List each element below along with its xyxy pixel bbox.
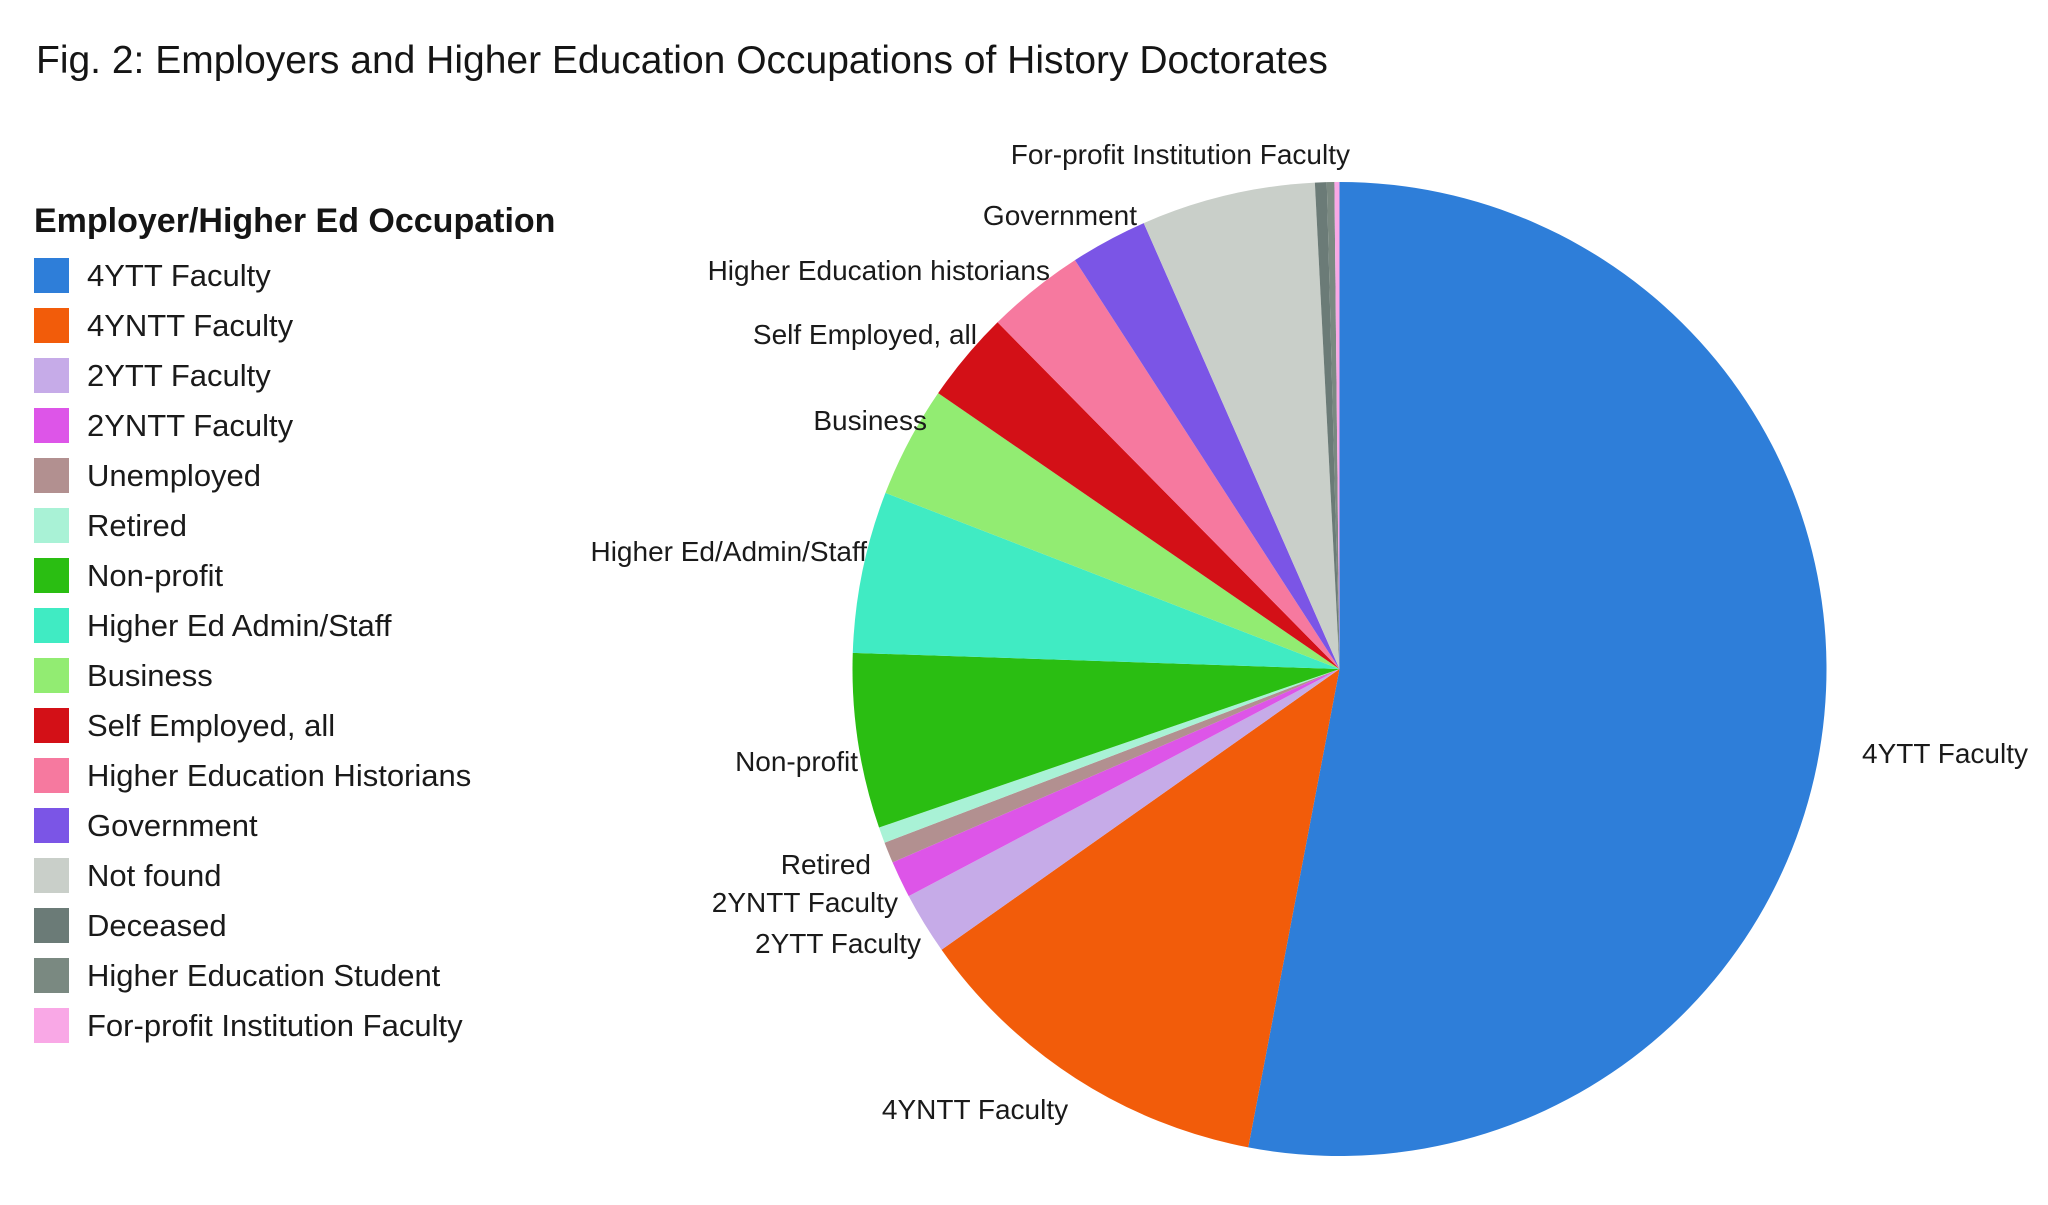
pie-label-non-profit: Non-profit — [735, 746, 858, 777]
legend-swatch-self-employed-all — [34, 708, 69, 743]
pie-label-higher-education-historians: Higher Education historians — [707, 255, 1050, 286]
legend-items: 4YTT Faculty 4YNTT Faculty 2YTT Faculty 2YN… — [34, 258, 555, 1043]
pie-slice-deceased — [1314, 182, 1340, 670]
pie-slice-non-profit — [852, 652, 1340, 828]
pie-label-government: Government — [982, 200, 1137, 231]
pie-slice-for-profit-institution-faculty — [1334, 182, 1340, 669]
legend-item-retired: Retired — [34, 508, 555, 543]
pie-slice-retired — [879, 669, 1340, 843]
legend-swatch-government — [34, 808, 69, 843]
legend-item-non-profit: Non-profit — [34, 558, 555, 593]
legend-label: Business — [87, 658, 213, 693]
legend-swatch-4ytt-faculty — [34, 258, 69, 293]
pie-label-retired: Retired — [780, 849, 871, 880]
pie-slice-higher-ed-admin-staff — [852, 492, 1340, 669]
legend-item-higher-education-student: Higher Education Student — [34, 958, 555, 993]
legend-swatch-non-profit — [34, 558, 69, 593]
pie-label-2ytt-faculty: 2YTT Faculty — [755, 928, 921, 959]
legend-swatch-higher-education-student — [34, 958, 69, 993]
legend-label: 4YNTT Faculty — [87, 308, 294, 343]
legend-header: Employer/Higher Ed Occupation — [34, 202, 556, 240]
legend-swatch-2yntt-faculty — [34, 408, 69, 443]
legend-item-higher-ed-admin-staff: Higher Ed Admin/Staff — [34, 608, 555, 643]
legend-swatch-unemployed — [34, 458, 69, 493]
legend-label: 2YTT Faculty — [87, 358, 271, 393]
pie-slice-unemployed — [884, 669, 1340, 863]
legend-label: For-profit Institution Faculty — [87, 1008, 463, 1043]
pie-slice-higher-education-historians — [997, 260, 1340, 669]
legend-swatch-deceased — [34, 908, 69, 943]
pie-label-business: Business — [813, 405, 927, 436]
pie-label-4yntt-faculty: 4YNTT Faculty — [881, 1094, 1069, 1125]
pie-slice-2ytt-faculty — [908, 669, 1340, 950]
legend-swatch-higher-ed-admin-staff — [34, 608, 69, 643]
legend-label: Higher Education Historians — [87, 758, 472, 793]
pie-label-for-profit-institution-faculty: For-profit Institution Faculty — [1010, 139, 1350, 170]
pie-label-4ytt-faculty: 4YTT Faculty — [1862, 738, 2028, 769]
pie-slice-4yntt-faculty — [941, 669, 1340, 1148]
pie-slice-4ytt-faculty — [1248, 182, 1827, 1156]
legend-swatch-for-profit-institution-faculty — [34, 1008, 69, 1043]
legend-item-for-profit-institution-faculty: For-profit Institution Faculty — [34, 1008, 555, 1043]
legend-item-deceased: Deceased — [34, 908, 555, 943]
legend-item-4yntt-faculty: 4YNTT Faculty — [34, 308, 555, 343]
legend-swatch-4yntt-faculty — [34, 308, 69, 343]
legend-label: Government — [87, 808, 258, 843]
legend-label: 2YNTT Faculty — [87, 408, 294, 443]
legend-item-government: Government — [34, 808, 555, 843]
legend-label: 4YTT Faculty — [87, 258, 271, 293]
legend-label: Unemployed — [87, 458, 262, 493]
legend-item-4ytt-faculty: 4YTT Faculty — [34, 258, 555, 293]
legend-item-not-found: Not found — [34, 858, 555, 893]
legend-label: Self Employed, all — [87, 708, 336, 743]
legend-swatch-retired — [34, 508, 69, 543]
legend: Employer/Higher Ed Occupation 4YTT Facul… — [34, 200, 555, 1043]
pie-slice-self-employed-all — [938, 322, 1340, 669]
legend-label: Not found — [87, 858, 222, 893]
pie-label-self-employed-all: Self Employed, all — [752, 319, 977, 350]
figure-title: Fig. 2: Employers and Higher Education O… — [36, 39, 1328, 82]
legend-item-2yntt-faculty: 2YNTT Faculty — [34, 408, 555, 443]
pie-slice-2yntt-faculty — [892, 669, 1340, 897]
pie-label-2yntt-faculty: 2YNTT Faculty — [711, 887, 898, 918]
legend-label: Higher Ed Admin/Staff — [87, 608, 392, 643]
legend-label: Higher Education Student — [87, 958, 441, 993]
pie-slice-government — [1074, 223, 1340, 669]
legend-label: Retired — [87, 508, 187, 543]
legend-item-self-employed-all: Self Employed, all — [34, 708, 555, 743]
pie-slice-higher-education-student — [1326, 182, 1340, 669]
legend-item-higher-education-historians: Higher Education Historians — [34, 758, 555, 793]
legend-swatch-business — [34, 658, 69, 693]
legend-item-2ytt-faculty: 2YTT Faculty — [34, 358, 555, 393]
legend-swatch-not-found — [34, 858, 69, 893]
legend-item-business: Business — [34, 658, 555, 693]
pie-slice-business — [885, 393, 1340, 669]
pie-slice-not-found — [1143, 182, 1340, 670]
legend-item-unemployed: Unemployed — [34, 458, 555, 493]
legend-swatch-2ytt-faculty — [34, 358, 69, 393]
pie-label-higher-ed-admin-staff: Higher Ed/Admin/Staff — [590, 536, 867, 567]
legend-label: Deceased — [87, 908, 227, 943]
legend-swatch-higher-education-historians — [34, 758, 69, 793]
legend-label: Non-profit — [87, 558, 224, 593]
